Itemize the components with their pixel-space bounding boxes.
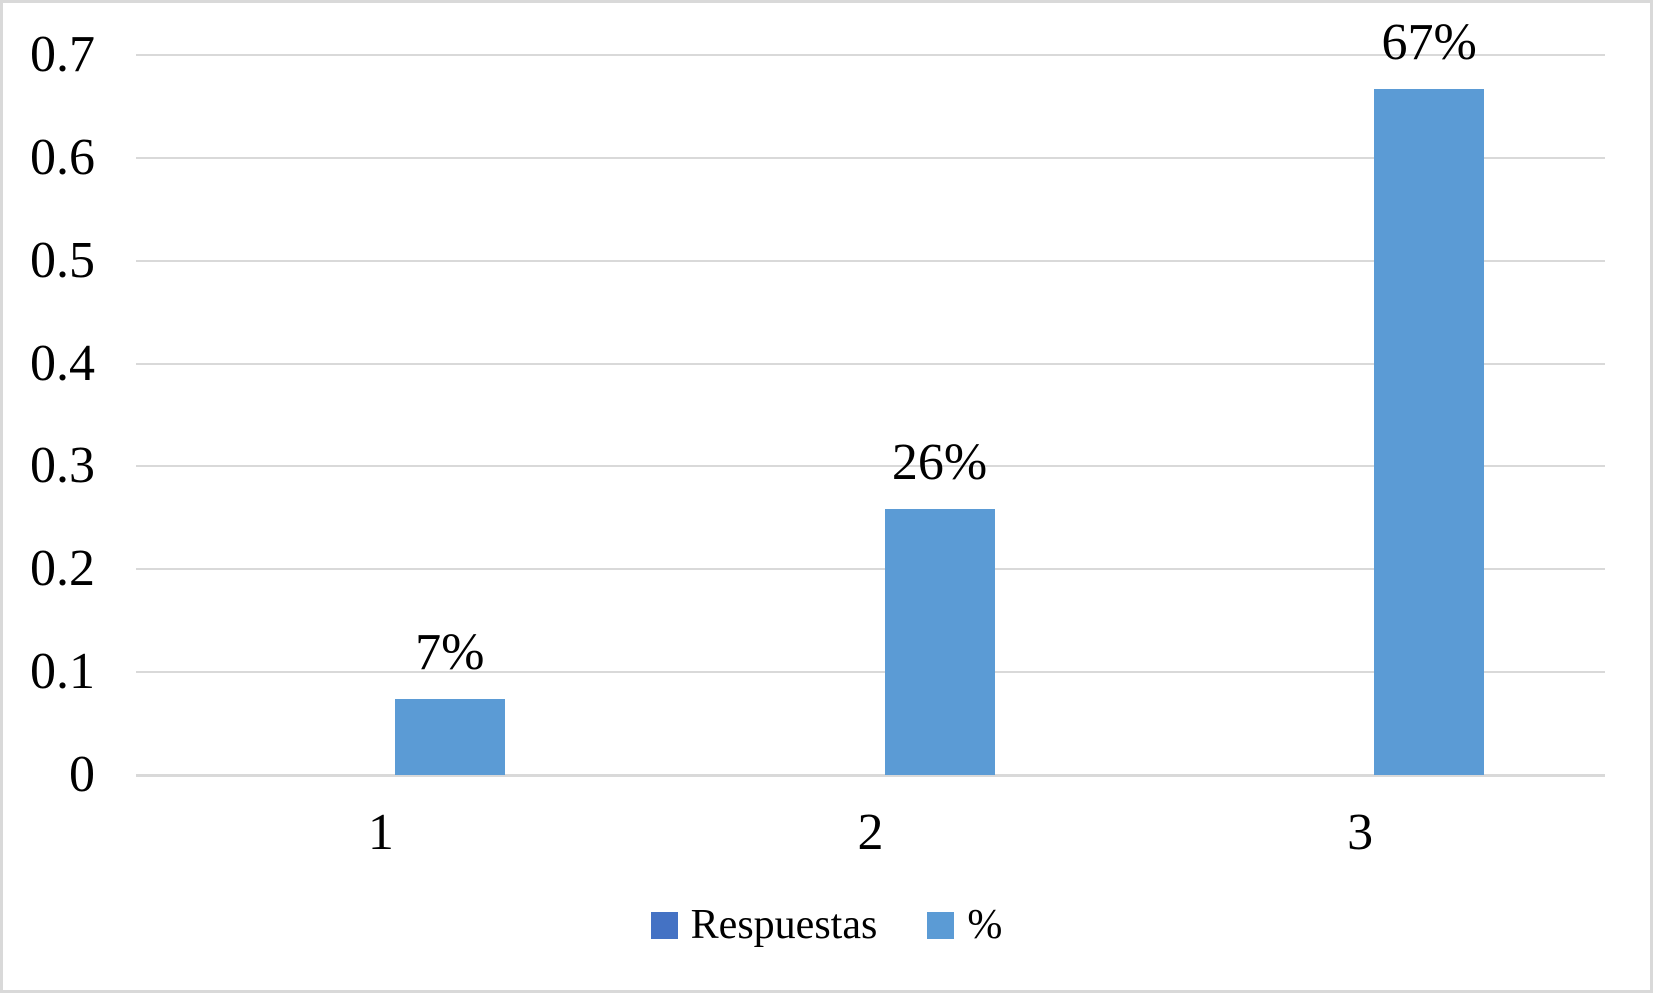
x-axis-category-label: 3 (1347, 804, 1374, 861)
bar (394, 698, 505, 775)
gridline (136, 671, 1605, 674)
bar-value-label: 67% (1381, 13, 1477, 71)
gridline (136, 156, 1605, 159)
gridline (136, 568, 1605, 571)
bar-value-label: 26% (891, 433, 988, 491)
y-axis-tick-label: 0.1 (30, 643, 95, 701)
bar-value-label: 7% (415, 623, 485, 681)
legend-swatch-respuestas-icon (650, 911, 678, 939)
gridline (136, 465, 1605, 468)
y-axis-tick-label: 0.2 (30, 540, 95, 598)
legend-label-respuestas: Respuestas (690, 902, 878, 948)
x-axis-line (136, 774, 1605, 777)
y-axis: 0 0.1 0.2 0.3 0.4 0.5 0.6 0.7 (3, 3, 1650, 990)
x-axis: 1 2 3 (3, 3, 1650, 990)
y-axis-tick-label: 0.3 (30, 437, 95, 495)
gridline (136, 259, 1605, 262)
plot-area: 7% 26% 67% (3, 3, 1650, 990)
y-axis-tick-label: 0.7 (30, 26, 95, 83)
y-axis-tick-label: 0.6 (30, 128, 95, 186)
gridlines-layer (3, 3, 1650, 990)
gridline (136, 362, 1605, 365)
legend-label-percent: % (967, 902, 1003, 948)
gridline (136, 54, 1605, 56)
bar (884, 508, 995, 775)
x-axis-category-label: 2 (857, 804, 884, 861)
x-axis-category-label: 1 (367, 804, 394, 861)
y-axis-tick-label: 0 (69, 746, 95, 803)
legend-item-percent: % (927, 901, 1002, 949)
y-axis-tick-label: 0.5 (30, 231, 95, 289)
legend-swatch-percent-icon (927, 911, 955, 939)
legend: Respuestas % (3, 901, 1650, 949)
legend-item-respuestas: Respuestas (650, 901, 878, 949)
bar (1374, 88, 1485, 775)
y-axis-tick-label: 0.4 (30, 334, 95, 392)
